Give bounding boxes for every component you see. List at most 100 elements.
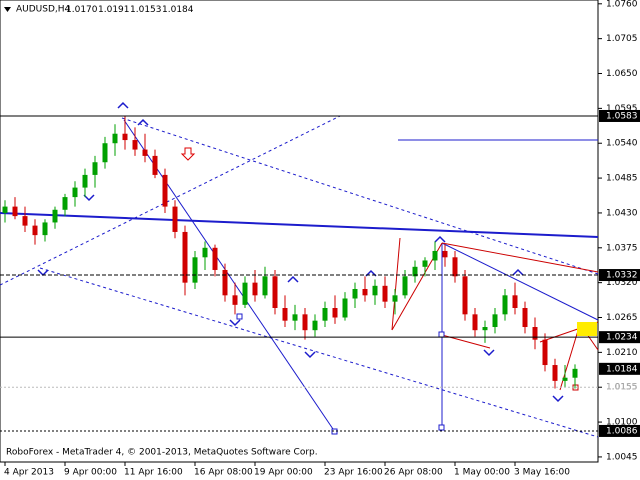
candle-body xyxy=(162,174,168,207)
candle-body xyxy=(252,282,258,296)
candle-body xyxy=(132,140,138,150)
x-tick-label: 1 May 00:00 xyxy=(454,468,510,478)
candle-body xyxy=(172,206,178,232)
candle-body xyxy=(192,257,198,283)
ohlc-value: 1.0191 xyxy=(98,5,130,15)
candle-body xyxy=(562,377,568,381)
candle-body xyxy=(282,308,288,321)
candle-body xyxy=(572,368,578,378)
x-tick-label: 23 Apr 16:00 xyxy=(324,468,383,478)
level-label: 1.0086 xyxy=(606,426,638,436)
x-tick-label: 16 Apr 08:00 xyxy=(194,468,253,478)
candle-body xyxy=(52,209,58,223)
x-tick-label: 3 May 16:00 xyxy=(514,468,570,478)
footer-text: RoboForex - MetaTrader 4, © 2001-2013, M… xyxy=(6,448,318,458)
candle-body xyxy=(352,288,358,299)
candle-body xyxy=(432,250,438,261)
candle-body xyxy=(422,260,428,267)
y-tick-label: 1.0485 xyxy=(606,174,638,184)
candle-body xyxy=(262,276,268,296)
y-tick-label: 1.0760 xyxy=(606,0,638,9)
trend-line xyxy=(0,212,599,238)
level-label: 1.0332 xyxy=(606,271,638,281)
candle-body xyxy=(32,225,38,236)
target-zone xyxy=(577,322,597,336)
candle-body xyxy=(222,269,228,296)
candle-body xyxy=(302,314,308,331)
y-tick-label: 1.0650 xyxy=(606,69,638,79)
level-label-bg xyxy=(599,424,640,437)
candle-body xyxy=(202,247,208,258)
anchor-point xyxy=(438,424,445,431)
y-tick-label: 1.0100 xyxy=(606,418,638,428)
x-tick-label: 4 Apr 2013 xyxy=(4,468,54,478)
level-label: 1.0234 xyxy=(606,333,638,343)
y-tick-label: 1.0595 xyxy=(606,104,638,114)
y-tick-label: 1.0045 xyxy=(606,452,638,462)
y-tick-label: 1.0430 xyxy=(606,208,638,218)
level-label-bg xyxy=(599,362,640,375)
candle-body xyxy=(342,298,348,318)
channel-line xyxy=(391,237,401,331)
level-label: 1.0583 xyxy=(606,111,638,121)
candle-body xyxy=(402,276,408,296)
ohlc-value: 1.0153 xyxy=(130,5,162,15)
candle-body xyxy=(372,285,378,296)
level-label: 1.0155 xyxy=(606,383,638,393)
candle-body xyxy=(12,206,18,217)
anchor-point xyxy=(438,331,445,338)
candle-body xyxy=(442,250,448,258)
x-tick-label: 11 Apr 16:00 xyxy=(124,468,183,478)
candle-body xyxy=(362,288,368,296)
candle-body xyxy=(232,295,238,305)
candle-body xyxy=(452,257,458,277)
candle-body xyxy=(382,285,388,302)
candle-body xyxy=(102,143,108,163)
level-label-bg xyxy=(599,331,640,344)
y-tick-label: 1.0210 xyxy=(606,348,638,358)
anchor-point xyxy=(331,428,338,435)
trend-line xyxy=(39,267,599,438)
candle-body xyxy=(492,314,498,328)
candle-body xyxy=(292,314,298,321)
candle-body xyxy=(112,133,118,144)
y-tick-label: 1.0540 xyxy=(606,139,638,149)
candle-body xyxy=(62,197,68,210)
candle-body xyxy=(522,308,528,328)
candle-body xyxy=(322,308,328,321)
x-tick-label: 19 Apr 00:00 xyxy=(254,468,313,478)
plot-frame xyxy=(0,0,599,463)
analysis-drawings xyxy=(0,101,599,438)
candle-body xyxy=(72,187,78,198)
forecast-line xyxy=(123,119,336,433)
candle-body xyxy=(552,365,558,381)
candle-body xyxy=(92,162,98,175)
ohlc-value: 1.0184 xyxy=(162,5,194,15)
candle-body xyxy=(482,327,488,331)
level-label-bg xyxy=(599,269,640,282)
candle-body xyxy=(42,222,48,236)
candle-body xyxy=(142,149,148,156)
y-tick-label: 1.0265 xyxy=(606,313,638,323)
candle-body xyxy=(392,295,398,302)
anchor-point xyxy=(236,313,243,320)
y-tick-label: 1.0375 xyxy=(606,243,638,253)
candle-body xyxy=(532,327,538,340)
candle-body xyxy=(82,174,88,188)
fractal-markers xyxy=(37,101,564,403)
candle-body xyxy=(472,314,478,331)
candle-body xyxy=(542,339,548,366)
dropdown-icon[interactable] xyxy=(4,7,11,12)
candle-body xyxy=(242,282,248,305)
candle-body xyxy=(122,133,128,141)
sell-arrow xyxy=(180,147,196,161)
symbol-label: AUDUSD,H4 xyxy=(16,5,71,15)
y-tick-label: 1.0320 xyxy=(606,278,638,288)
candle-body xyxy=(462,276,468,315)
candle-body xyxy=(502,295,508,315)
ohlc-readout: 1.01701.01911.01531.0184 xyxy=(66,5,194,15)
y-tick-label: 1.0155 xyxy=(606,383,638,393)
candle-body xyxy=(182,231,188,283)
candle-body xyxy=(152,155,158,175)
